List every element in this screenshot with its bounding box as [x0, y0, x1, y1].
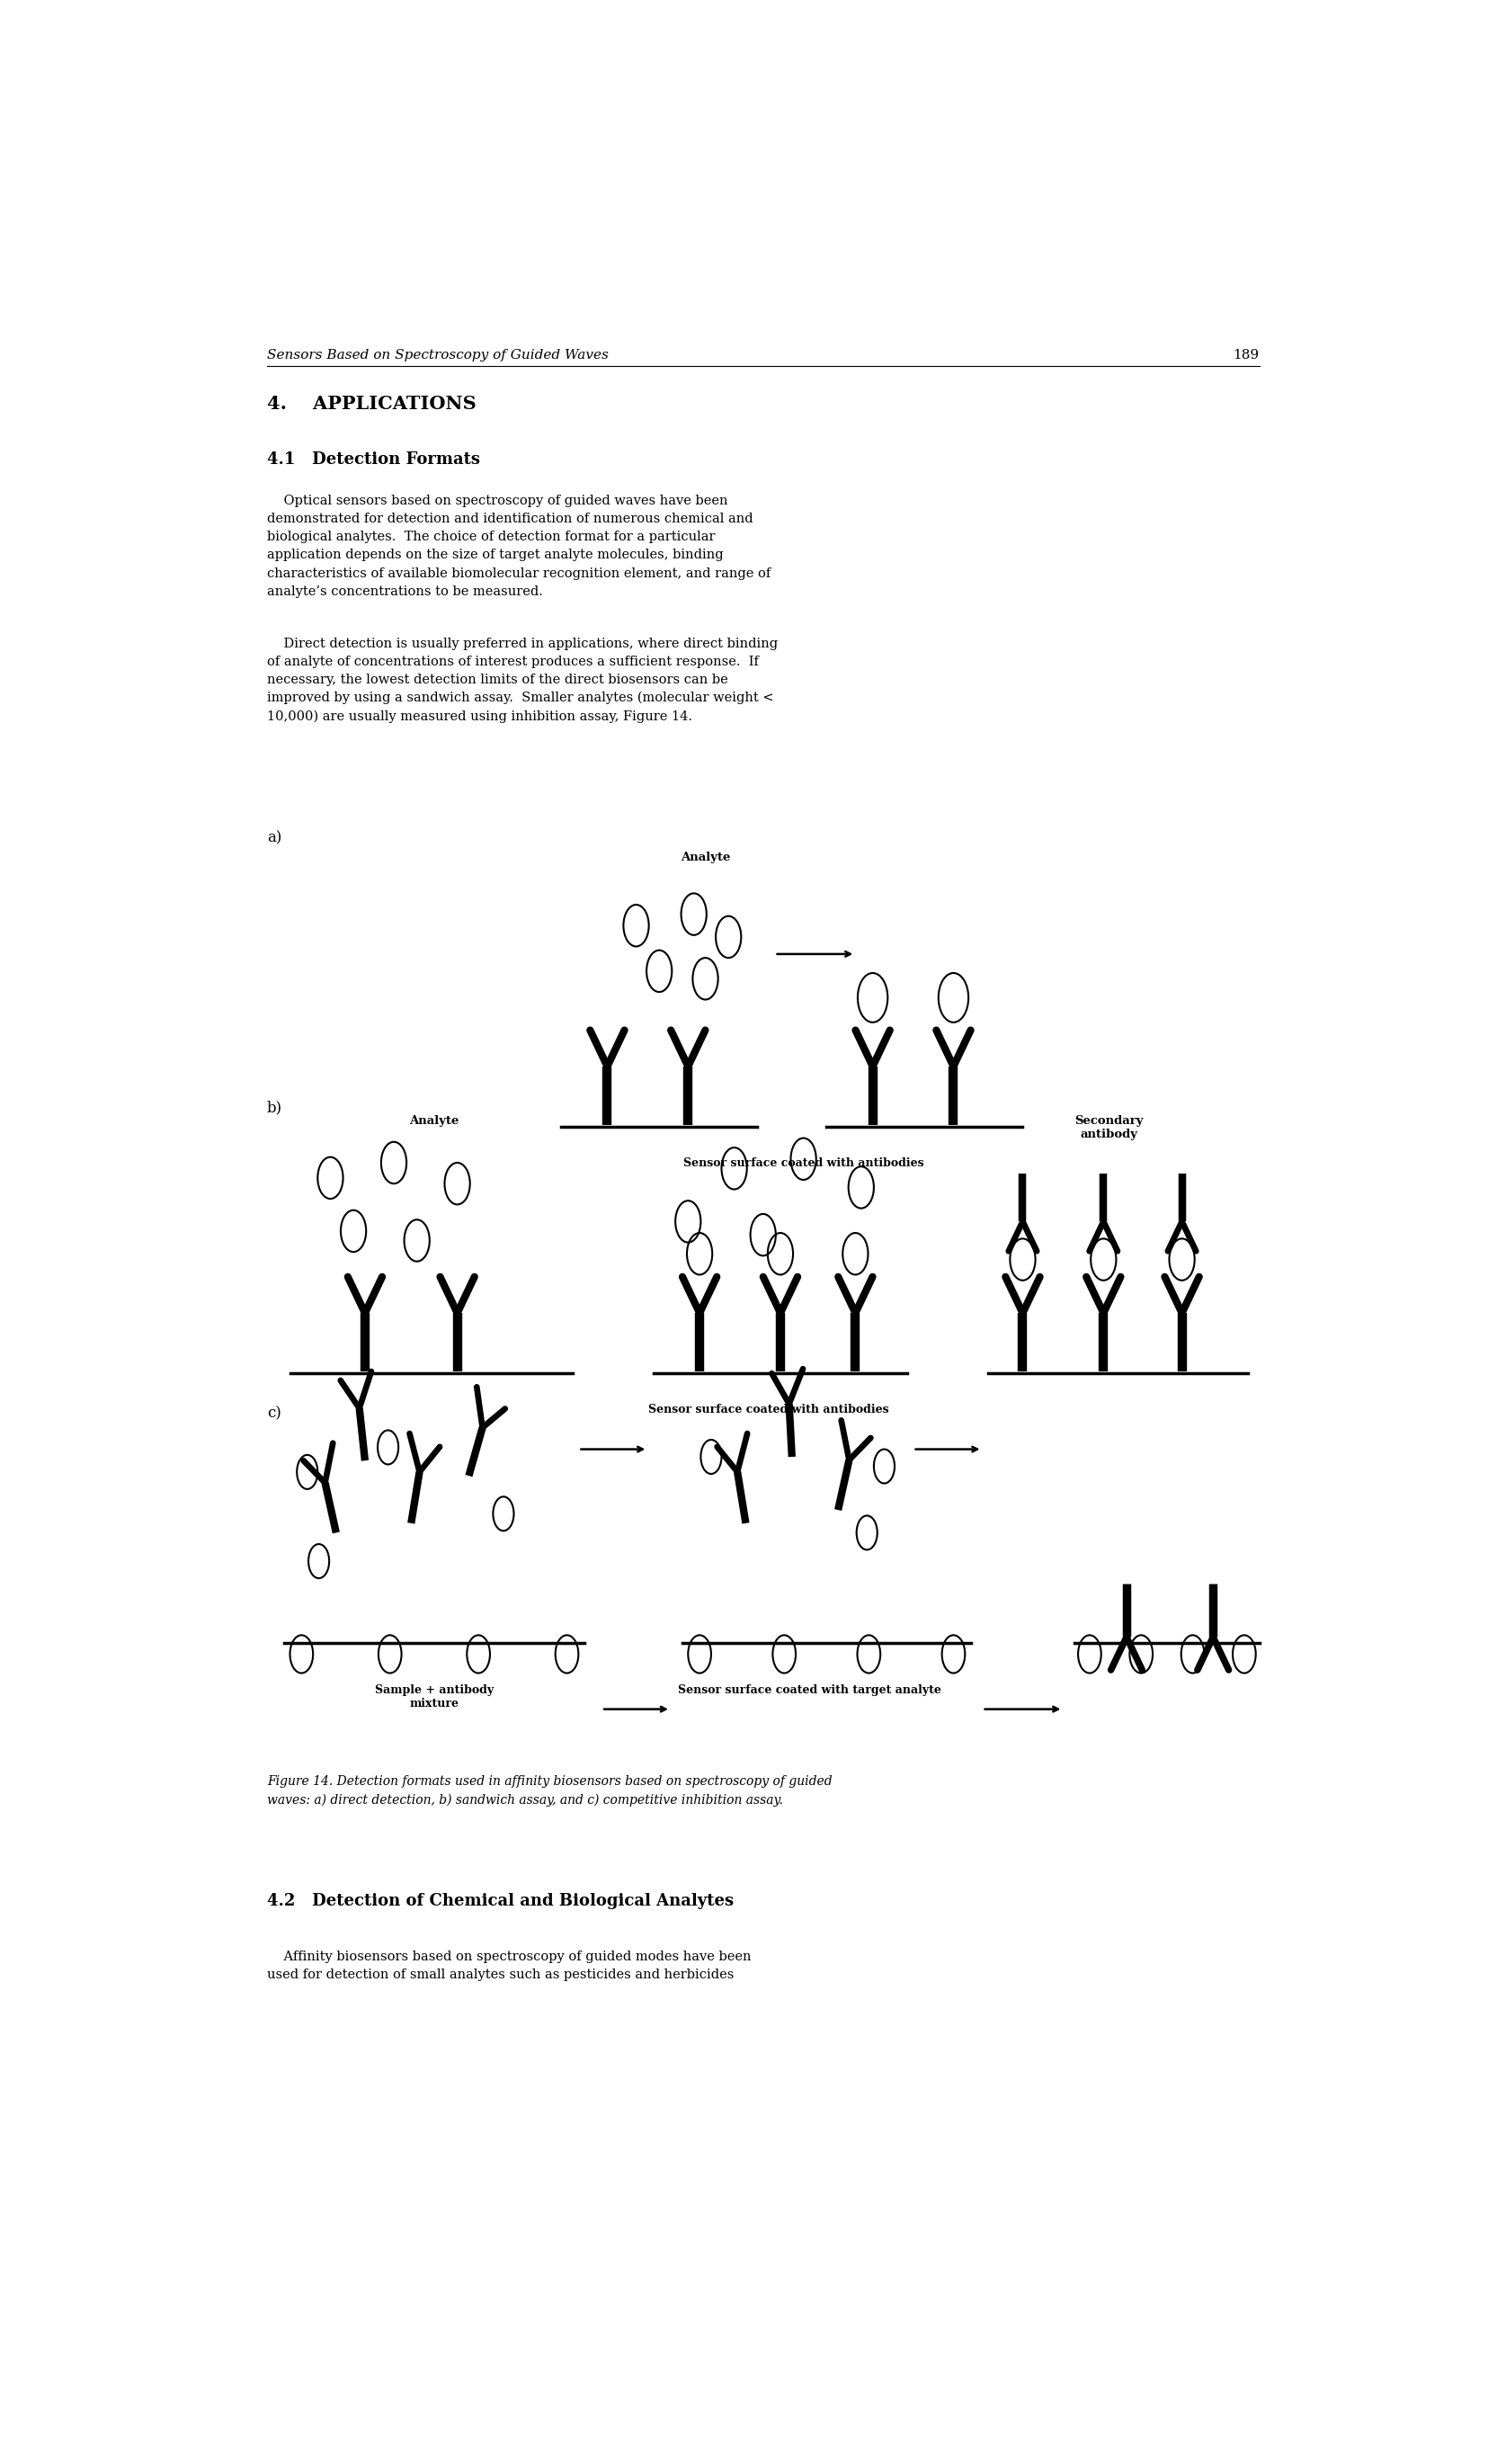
- Text: Figure 14. Detection formats used in affinity biosensors based on spectroscopy o: Figure 14. Detection formats used in aff…: [266, 1777, 832, 1806]
- Text: 4.1   Detection Formats: 4.1 Detection Formats: [266, 451, 479, 468]
- Text: Secondary
antibody: Secondary antibody: [1074, 1116, 1143, 1141]
- Text: 189: 189: [1232, 350, 1259, 362]
- Text: Sensors Based on Spectroscopy of Guided Waves: Sensors Based on Spectroscopy of Guided …: [266, 350, 609, 362]
- Text: Analyte: Analyte: [680, 853, 729, 862]
- Text: a): a): [266, 830, 281, 845]
- Text: Affinity biosensors based on spectroscopy of guided modes have been
used for det: Affinity biosensors based on spectroscop…: [266, 1949, 750, 1981]
- Text: 4.    APPLICATIONS: 4. APPLICATIONS: [266, 394, 476, 411]
- Text: Sample + antibody
mixture: Sample + antibody mixture: [375, 1685, 494, 1710]
- Text: Sensor surface coated with target analyte: Sensor surface coated with target analyt…: [677, 1685, 940, 1695]
- Text: Sensor surface coated with antibodies: Sensor surface coated with antibodies: [649, 1404, 888, 1414]
- Text: Direct detection is usually preferred in applications, where direct binding
of a: Direct detection is usually preferred in…: [266, 638, 777, 722]
- Text: b): b): [266, 1099, 283, 1116]
- Text: Analyte: Analyte: [409, 1116, 458, 1126]
- Text: Optical sensors based on spectroscopy of guided waves have been
demonstrated for: Optical sensors based on spectroscopy of…: [266, 495, 771, 599]
- Text: Sensor surface coated with antibodies: Sensor surface coated with antibodies: [683, 1158, 923, 1168]
- Text: c): c): [266, 1404, 281, 1422]
- Text: 4.2   Detection of Chemical and Biological Analytes: 4.2 Detection of Chemical and Biological…: [266, 1892, 734, 1910]
